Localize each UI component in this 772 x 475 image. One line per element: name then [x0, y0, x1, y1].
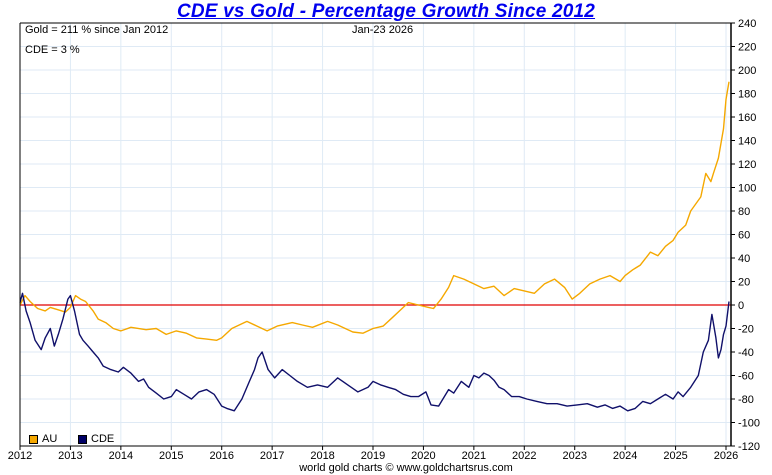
legend-swatch-au — [29, 434, 38, 444]
x-tick-label: 2016 — [209, 450, 233, 462]
y-tick-label: -20 — [738, 324, 754, 336]
y-tick-label: 160 — [738, 112, 756, 124]
x-tick-label: 2013 — [58, 450, 82, 462]
legend-label-au: AU — [42, 433, 58, 445]
y-tick-label: 0 — [738, 300, 744, 312]
cde-summary: CDE = 3 % — [25, 44, 80, 56]
x-tick-label: 2015 — [159, 450, 183, 462]
x-tick-label: 2014 — [109, 450, 133, 462]
series-line-au — [19, 81, 730, 341]
series-lines — [19, 81, 730, 412]
legend-item-cde: CDE — [78, 433, 114, 445]
y-tick-label: -100 — [738, 418, 760, 430]
y-tick-label: -80 — [738, 394, 754, 406]
y-tick-label: 20 — [738, 277, 750, 289]
x-axis-ticks: 2012 2013 2014 2015 2016 2017 2018 2019 2020 2021… — [8, 446, 738, 462]
y-tick-label: 80 — [738, 206, 750, 218]
series-line-cde — [19, 292, 730, 412]
y-tick-label: 120 — [738, 159, 756, 171]
chart-date: Jan-23 2026 — [352, 24, 414, 36]
x-tick-label: 2022 — [512, 450, 536, 462]
y-tick-label: 180 — [738, 89, 756, 101]
y-tick-label: 240 — [738, 18, 756, 30]
y-tick-label: 100 — [738, 183, 756, 195]
y-axis-ticks: 240220200180160140120100806040200-20-40-… — [731, 18, 760, 453]
x-tick-label: 2018 — [310, 450, 334, 462]
y-tick-label: 200 — [738, 65, 756, 77]
x-tick-label: 2026 — [714, 450, 738, 462]
y-tick-label: -60 — [738, 371, 754, 383]
y-tick-label: -120 — [738, 441, 760, 453]
x-tick-label: 2025 — [663, 450, 687, 462]
x-tick-label: 2024 — [613, 450, 637, 462]
y-tick-label: 140 — [738, 136, 756, 148]
y-tick-label: -40 — [738, 347, 754, 359]
x-tick-label: 2023 — [562, 450, 586, 462]
y-tick-label: 60 — [738, 230, 750, 242]
chart-title: CDE vs Gold - Percentage Growth Since 20… — [176, 1, 596, 22]
x-tick-label: 2019 — [361, 450, 385, 462]
x-tick-label: 2012 — [8, 450, 32, 462]
legend-label-cde: CDE — [91, 433, 115, 445]
legend-item-au: AU — [29, 433, 57, 445]
legend-swatch-cde — [78, 434, 87, 444]
gold-summary: Gold = 211 % since Jan 2012 — [25, 24, 169, 36]
x-tick-label: 2021 — [462, 450, 486, 462]
footer-credit: world gold charts © www.goldchartsrus.co… — [299, 462, 513, 474]
y-tick-label: 220 — [738, 42, 756, 54]
x-tick-label: 2020 — [411, 450, 435, 462]
y-tick-label: 40 — [738, 253, 750, 265]
x-tick-label: 2017 — [260, 450, 284, 462]
